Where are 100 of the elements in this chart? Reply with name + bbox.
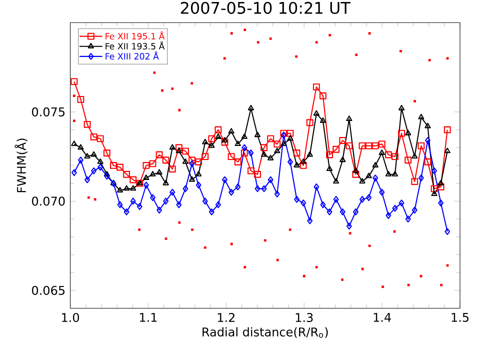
point (104, 170, 110, 176)
point (189, 160, 195, 168)
point (320, 117, 326, 123)
point (332, 178, 340, 184)
point (366, 172, 372, 178)
legend-label: Fe XII 193.5 Å (106, 41, 165, 50)
point (170, 188, 176, 196)
point (412, 206, 418, 214)
point (90, 151, 97, 157)
point (130, 185, 136, 191)
point (372, 162, 378, 168)
point (248, 104, 254, 110)
point (188, 176, 196, 182)
point (274, 140, 281, 148)
point (143, 182, 149, 189)
point (392, 204, 398, 212)
point (372, 142, 379, 150)
point (150, 194, 156, 202)
point (431, 190, 438, 196)
point (274, 190, 280, 198)
point (438, 180, 444, 186)
point (405, 216, 411, 222)
point (240, 150, 248, 156)
point (222, 137, 228, 142)
point (326, 208, 332, 216)
point (221, 138, 228, 146)
point (254, 170, 261, 178)
point (163, 198, 169, 205)
point (280, 140, 287, 146)
point (215, 201, 221, 208)
point (162, 180, 169, 186)
point (104, 172, 110, 180)
point (300, 162, 307, 169)
point (438, 199, 444, 206)
point (359, 178, 366, 184)
legend-label: Fe XII 195.1 Å (106, 31, 165, 40)
x-tick-label: 1.5 (452, 312, 468, 322)
point (195, 170, 202, 176)
point (117, 201, 123, 208)
point (182, 148, 189, 155)
y-tick-label: 0.070 (32, 196, 65, 206)
point (84, 153, 90, 159)
point (346, 116, 352, 122)
point (352, 167, 359, 173)
point (312, 83, 320, 90)
point (91, 167, 97, 174)
point (358, 142, 366, 150)
point (235, 183, 241, 190)
point (418, 114, 424, 120)
point (261, 185, 267, 192)
point (182, 158, 189, 164)
point (365, 142, 372, 150)
point (247, 167, 254, 174)
point (392, 153, 398, 160)
point (411, 178, 418, 185)
point (398, 130, 406, 137)
point (98, 164, 104, 171)
point (360, 196, 365, 203)
point (254, 132, 261, 138)
point (398, 104, 405, 110)
point (202, 198, 208, 205)
point (234, 140, 241, 146)
point (156, 169, 162, 175)
point (385, 170, 392, 176)
point (208, 135, 216, 142)
point (103, 150, 110, 156)
x-axis-title: Radial distance(R/R$_{o}$) (202, 327, 328, 338)
point (268, 176, 274, 184)
point (208, 208, 214, 216)
point (195, 158, 202, 166)
point (254, 185, 260, 192)
point (168, 166, 176, 173)
point (268, 154, 274, 160)
point (346, 222, 352, 230)
point (288, 158, 293, 166)
point (320, 92, 326, 100)
point (418, 142, 425, 150)
point (124, 208, 130, 216)
point (412, 153, 418, 159)
point (84, 176, 90, 184)
point (156, 206, 162, 214)
point (78, 156, 84, 164)
point (444, 126, 451, 134)
point (116, 186, 124, 192)
point (326, 166, 333, 172)
point (307, 217, 313, 224)
point (398, 199, 404, 206)
point (169, 144, 176, 150)
point (286, 130, 294, 137)
point (70, 78, 78, 86)
point (340, 208, 346, 216)
point (300, 199, 306, 206)
point (234, 158, 242, 166)
point (96, 135, 104, 142)
point (339, 137, 346, 144)
point (314, 183, 320, 190)
point (214, 126, 222, 134)
point (176, 148, 182, 154)
point (425, 137, 430, 144)
point (418, 174, 424, 182)
